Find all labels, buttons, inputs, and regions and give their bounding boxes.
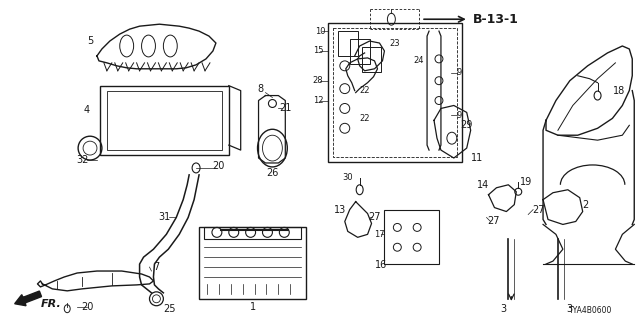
Text: 11: 11 xyxy=(470,153,483,163)
Text: 22: 22 xyxy=(359,86,370,95)
Bar xyxy=(338,31,358,56)
Text: 4: 4 xyxy=(84,105,90,116)
Text: 15: 15 xyxy=(313,46,323,55)
Bar xyxy=(107,91,222,150)
Bar xyxy=(199,228,306,299)
Text: 13: 13 xyxy=(333,204,346,215)
FancyArrow shape xyxy=(15,291,42,306)
Text: 17: 17 xyxy=(374,230,385,239)
Text: 10: 10 xyxy=(315,27,325,36)
Text: 20: 20 xyxy=(212,161,225,171)
Text: 26: 26 xyxy=(266,168,278,178)
Text: 32: 32 xyxy=(76,155,88,165)
Text: 27: 27 xyxy=(368,212,381,222)
Text: 12: 12 xyxy=(313,96,323,105)
Text: 28: 28 xyxy=(313,76,323,85)
Text: 27: 27 xyxy=(487,216,500,227)
Text: 3: 3 xyxy=(500,304,506,314)
Bar xyxy=(362,47,381,72)
Text: 22: 22 xyxy=(359,114,370,123)
Bar xyxy=(328,23,461,162)
Text: 21: 21 xyxy=(279,103,291,114)
Text: 24: 24 xyxy=(414,56,424,65)
Text: 7: 7 xyxy=(154,262,159,272)
Bar xyxy=(349,39,369,64)
Bar xyxy=(100,86,228,155)
Text: 25: 25 xyxy=(163,304,175,314)
Bar xyxy=(385,210,439,264)
Text: 1: 1 xyxy=(250,302,255,312)
Text: 9: 9 xyxy=(456,111,461,120)
Text: 31: 31 xyxy=(158,212,170,222)
Text: B-13-1: B-13-1 xyxy=(473,13,518,26)
Text: 27: 27 xyxy=(532,204,545,215)
Text: 3: 3 xyxy=(567,304,573,314)
Text: 8: 8 xyxy=(257,84,264,94)
Text: 19: 19 xyxy=(520,177,532,187)
Text: 9: 9 xyxy=(456,68,461,77)
Text: FR.: FR. xyxy=(40,299,61,309)
Bar xyxy=(204,228,301,239)
Text: 18: 18 xyxy=(613,86,625,96)
Text: 5: 5 xyxy=(87,36,93,46)
Text: 16: 16 xyxy=(375,260,388,270)
Text: 23: 23 xyxy=(389,38,399,48)
Text: 14: 14 xyxy=(477,180,490,190)
Text: TYA4B0600: TYA4B0600 xyxy=(569,306,612,315)
Text: 29: 29 xyxy=(461,120,473,130)
Text: 30: 30 xyxy=(342,173,353,182)
Text: 20: 20 xyxy=(81,302,93,312)
Bar xyxy=(333,28,457,157)
Text: 2: 2 xyxy=(582,200,589,210)
